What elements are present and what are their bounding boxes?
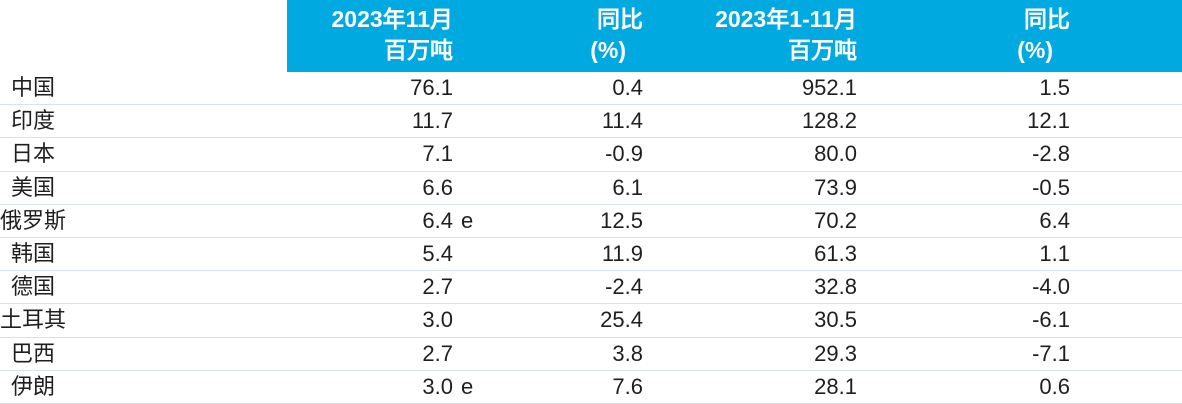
column-header-nov-period: 2023年11月 [331,6,453,32]
value-yoy-ytd: 1.5 [1039,75,1070,100]
table-header [287,0,1182,72]
value-ytd: 70.2 [814,207,857,233]
value-nov: 3.0 [422,307,453,333]
value-yoy-ytd: 1.1 [1039,240,1070,266]
column-header-ytd-unit: 百万吨 [788,37,857,63]
column-header-yoy-ytd: 同比 (%) [1017,4,1070,66]
value-nov: 6.6 [422,174,453,200]
column-header-yoy-nov: 同比 (%) [590,4,643,66]
column-header-yoy-nov-unit: (%) [590,37,626,63]
value-nov: 11.7 [411,108,453,134]
country-label: 美国 [10,174,55,200]
country-label: 伊朗 [10,373,55,399]
country-label: 德国 [10,274,55,300]
value-ytd: 128.2 [801,108,857,134]
table-row-turkey: 土耳其 3.0 25.4 30.5 -6.1 [0,304,1182,338]
value-ytd: 32.8 [814,274,857,300]
column-header-nov-unit: 百万吨 [384,37,453,63]
value-yoy-nov: 25.4 [600,307,643,333]
table-row-china: 中国 76.1 0.4 952.1 1.5 [0,72,1182,106]
value-ytd: 61.3 [814,240,857,266]
value-yoy-ytd: -0.5 [1032,174,1070,200]
value-yoy-ytd: -7.1 [1032,340,1070,366]
value-yoy-ytd: 6.4 [1039,207,1070,233]
value-yoy-ytd: 0.6 [1039,373,1070,399]
value-yoy-nov: 7.6 [612,373,643,399]
table-row-japan: 日本 7.1 -0.9 80.0 -2.8 [0,138,1182,172]
value-yoy-nov: 0.4 [612,75,643,100]
value-yoy-ytd: -4.0 [1032,274,1070,300]
value-nov: 5.4 [422,240,453,266]
table-row-india: 印度 11.7 11.4 128.2 12.1 [0,105,1182,139]
table-row-brazil: 巴西 2.7 3.8 29.3 -7.1 [0,338,1182,371]
estimate-flag: e [461,207,474,233]
value-yoy-nov: 6.1 [612,174,643,200]
value-nov: 76.1 [410,75,453,100]
value-nov: 6.4 [422,207,453,233]
table-body: 中国 76.1 0.4 952.1 1.5 印度 11.7 11.4 128.2… [0,72,1182,404]
country-label: 中国 [10,75,55,100]
value-yoy-ytd: -6.1 [1032,307,1070,333]
value-yoy-nov: -2.4 [605,274,643,300]
value-ytd: 80.0 [814,141,857,167]
value-ytd: 952.1 [801,75,857,100]
value-nov: 2.7 [422,340,453,366]
value-yoy-nov: 11.4 [601,108,643,134]
column-header-yoy-ytd-unit: (%) [1017,37,1053,63]
value-nov: 3.0 [422,373,453,399]
country-label: 日本 [10,141,55,167]
country-label: 巴西 [10,340,55,366]
estimate-flag: e [461,373,474,399]
value-yoy-ytd: -2.8 [1032,141,1070,167]
column-header-nov: 2023年11月 百万吨 [332,4,453,66]
value-ytd: 73.9 [814,174,857,200]
column-header-yoy-ytd-label: 同比 [1024,6,1070,32]
column-header-yoy-nov-label: 同比 [597,6,643,32]
value-ytd: 28.1 [814,373,857,399]
country-label: 俄罗斯 [0,207,67,233]
country-label: 印度 [10,108,55,134]
table-row-germany: 德国 2.7 -2.4 32.8 -4.0 [0,271,1182,305]
table-row-iran: 伊朗 3.0 e 7.6 28.1 0.6 [0,371,1182,404]
column-header-ytd: 2023年1-11月 百万吨 [715,4,857,66]
value-ytd: 29.3 [814,340,857,366]
value-yoy-ytd: 12.1 [1027,108,1070,134]
value-yoy-nov: -0.9 [605,141,643,167]
column-header-ytd-period: 2023年1-11月 [715,6,857,32]
value-nov: 2.7 [422,274,453,300]
country-label: 韩国 [10,240,55,266]
value-yoy-nov: 11.9 [601,240,643,266]
table-row-south-korea: 韩国 5.4 11.9 61.3 1.1 [0,238,1182,272]
value-yoy-nov: 3.8 [612,340,643,366]
value-nov: 7.1 [422,141,453,167]
table-row-usa: 美国 6.6 6.1 73.9 -0.5 [0,172,1182,205]
value-yoy-nov: 12.5 [600,207,643,233]
table-row-russia: 俄罗斯 6.4 e 12.5 70.2 6.4 [0,205,1182,238]
country-label: 土耳其 [0,307,67,333]
value-ytd: 30.5 [814,307,857,333]
